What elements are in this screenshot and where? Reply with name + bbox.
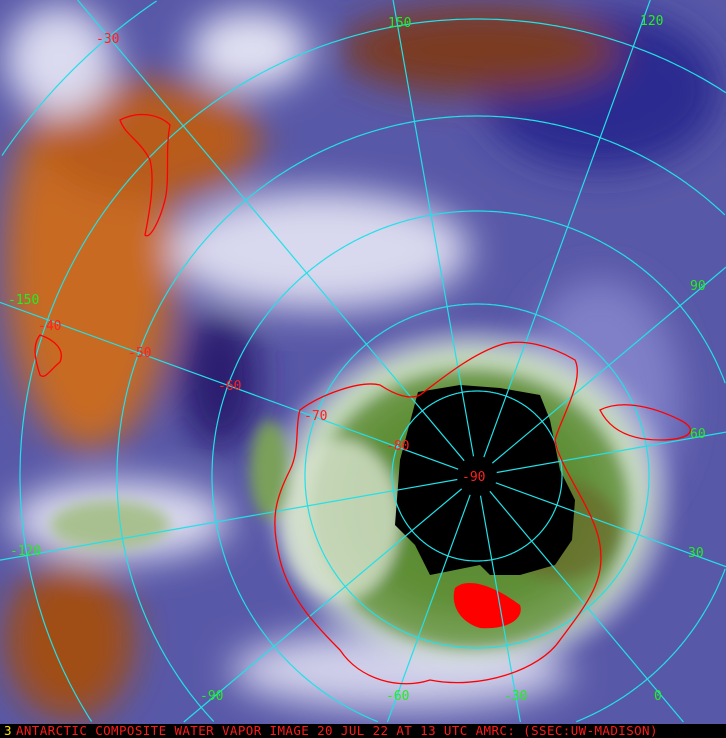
longitude-label: -30	[504, 689, 527, 704]
graticule-labels: -30 -40 -50 -60 -70 -80 -90 150 120 90 60 30 0 -30 -60…	[8, 14, 706, 704]
longitude-label: 0	[654, 689, 662, 704]
latitude-circle	[304, 303, 650, 649]
frame-marker: 3	[4, 723, 12, 738]
longitude-label: -150	[8, 293, 39, 308]
meridian-line	[392, 0, 475, 457]
meridian-line	[479, 495, 521, 723]
latitude-label: -90	[462, 470, 485, 485]
graticule	[0, 0, 726, 723]
longitude-label: -120	[10, 544, 41, 559]
latitude-label: -50	[128, 346, 151, 361]
coastline	[34, 113, 692, 685]
longitude-label: 30	[688, 546, 704, 561]
red-data-patch	[453, 583, 521, 629]
longitude-label: 90	[690, 279, 706, 294]
meridian-line	[491, 266, 726, 464]
image-caption: 3 ANTARCTIC COMPOSITE WATER VAPOR IMAGE 2…	[0, 724, 726, 738]
longitude-label: 60	[690, 427, 706, 442]
meridian-line	[496, 431, 726, 474]
longitude-label: 120	[640, 14, 663, 29]
latitude-label: -70	[304, 409, 327, 424]
longitude-label: -90	[200, 689, 223, 704]
meridian-line	[183, 488, 463, 723]
meridian-line	[483, 0, 651, 458]
latitude-circle	[1, 0, 157, 156]
longitude-label: -60	[386, 689, 409, 704]
meridian-line	[77, 0, 465, 462]
meridian-line	[495, 482, 726, 568]
meridian-line	[489, 490, 684, 723]
latitude-label: -60	[218, 379, 241, 394]
caption-text: ANTARCTIC COMPOSITE WATER VAPOR IMAGE 20…	[15, 723, 658, 738]
meridian-line	[0, 301, 459, 470]
latitude-circle	[19, 18, 726, 722]
latitude-label: -30	[96, 32, 119, 47]
latitude-circle	[391, 390, 563, 562]
latitude-circle	[116, 115, 726, 722]
longitude-label: 150	[388, 16, 411, 31]
latitude-circle	[211, 210, 726, 723]
meridian-line	[0, 478, 458, 561]
latitude-label: -40	[38, 319, 61, 334]
latitude-label: -80	[386, 439, 409, 454]
